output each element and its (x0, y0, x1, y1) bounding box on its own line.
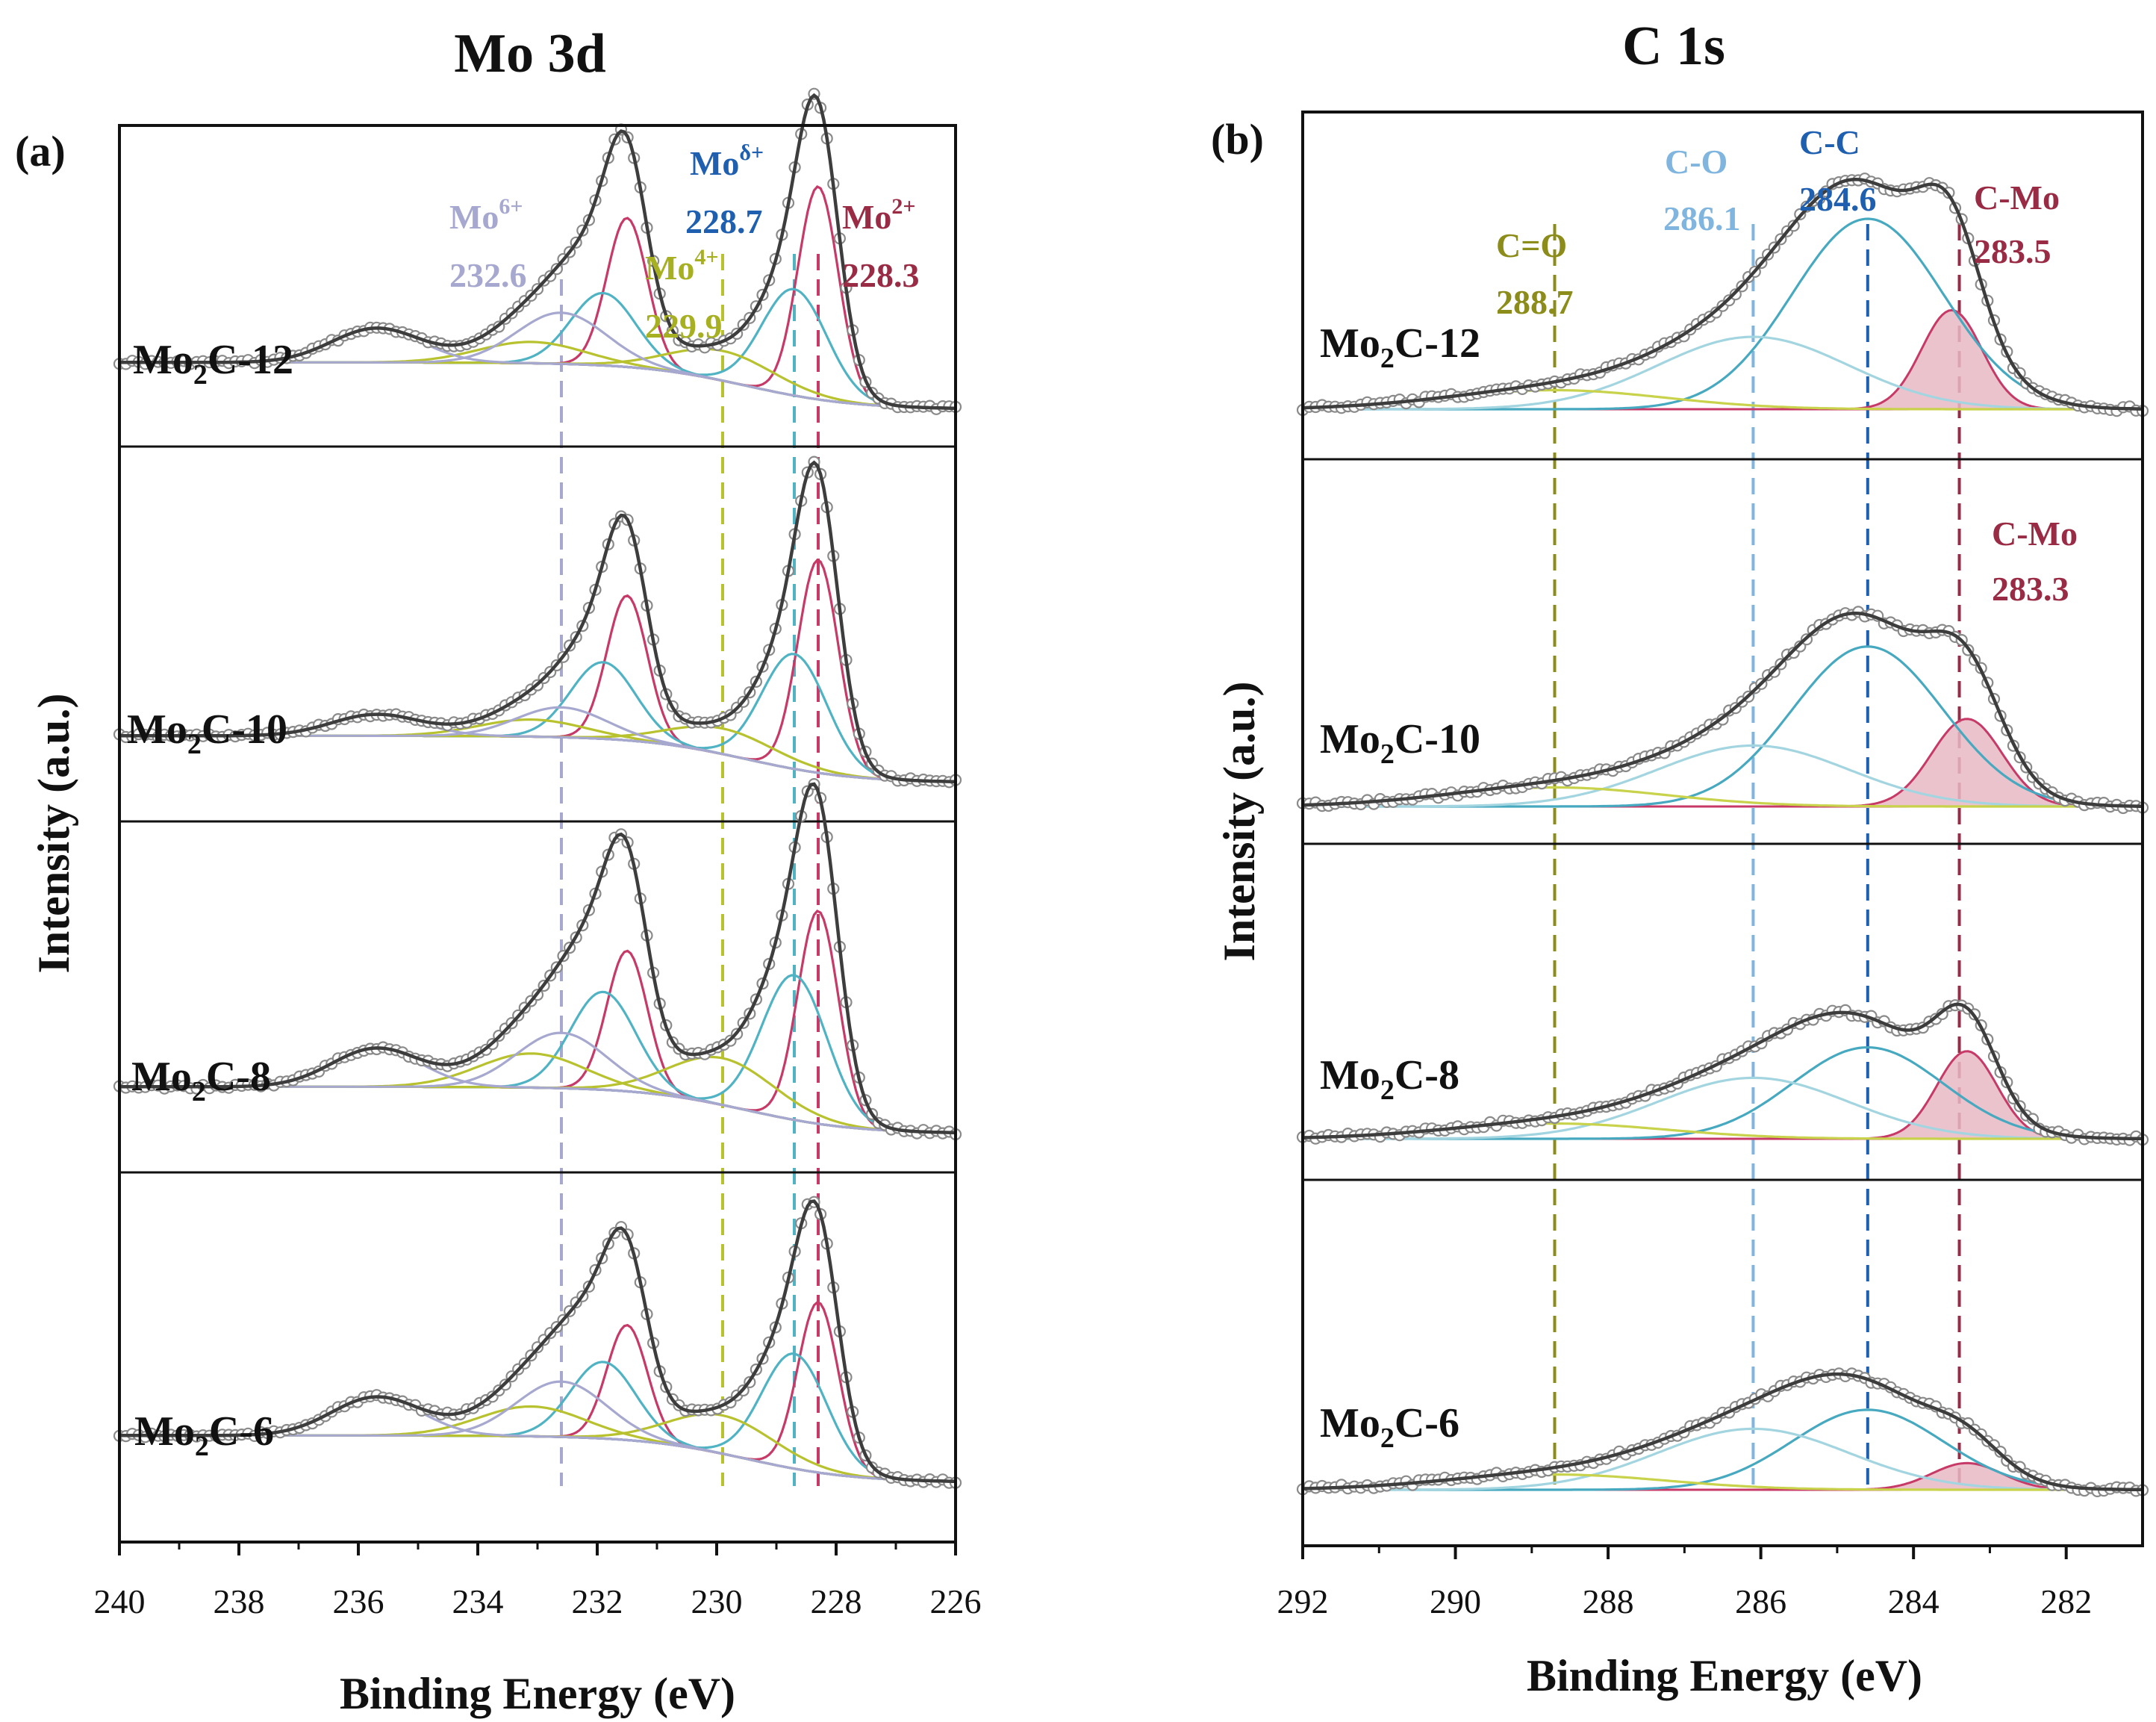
annotation-mo6-value: 232.6 (449, 256, 527, 294)
annotation-c-eq-o-value: 288.7 (1496, 283, 1574, 321)
x-tick-label: 284 (1888, 1582, 1940, 1620)
panel-b-c1s: C 1s (b) 292 290 288 286 284 282 Binding Ener… (1211, 16, 2149, 1700)
panel-a-sample-label: Mo2C-10 (127, 706, 287, 760)
x-tick-label: 226 (930, 1582, 982, 1620)
x-tick-label: 238 (214, 1582, 265, 1620)
panel-a-plot-area (113, 87, 962, 1489)
x-tick-label: 230 (691, 1582, 743, 1620)
x-tick-label: 232 (572, 1582, 623, 1620)
annotation-mo4-value: 229.9 (645, 307, 723, 345)
panel-a-sample-label: Mo2C-12 (133, 337, 293, 391)
panel-b-x-axis-title: Binding Energy (eV) (1527, 1651, 1922, 1700)
annotation-c-mo-value-mid: 283.3 (1992, 570, 2069, 608)
x-tick-label: 286 (1735, 1582, 1786, 1620)
panel-b-frame (1301, 111, 2144, 1547)
annotation-c-eq-o-name: C=O (1496, 226, 1567, 264)
annotation-mo-delta-name: Moδ+ (690, 140, 764, 182)
envelope-fit-line (1302, 178, 2143, 411)
panel-b-y-axis-title: Intensity (a.u.) (1215, 681, 1264, 961)
x-tick-label: 282 (2040, 1582, 2092, 1620)
x-tick-label: 228 (811, 1582, 862, 1620)
component-peak (119, 949, 956, 1134)
annotation-c-o-value: 286.1 (1663, 199, 1741, 237)
envelope-fit-line (119, 93, 956, 410)
annotation-c-mo-value-top: 283.5 (1974, 232, 2051, 270)
panel-b-sample-label: Mo2C-12 (1320, 320, 1480, 374)
component-peak (1303, 335, 2143, 411)
annotation-c-o-name: C-O (1665, 143, 1727, 181)
x-tick-label: 236 (333, 1582, 384, 1620)
annotation-c-mo-name-top: C-Mo (1974, 178, 2060, 217)
envelope-fit-line (1302, 1002, 2143, 1141)
panel-b-label: (b) (1211, 115, 1264, 164)
envelope-fit-line (119, 1199, 956, 1483)
panel-a-title: Mo 3d (454, 23, 606, 84)
envelope-fit-line (119, 782, 956, 1134)
x-tick-label: 290 (1430, 1582, 1481, 1620)
panel-a-mo3d: Mo 3d (a) 240 238 236 234 232 230 228 226 Bindi… (15, 23, 982, 1718)
annotation-mo2-value: 228.3 (842, 256, 920, 294)
panel-a-y-axis-title: Intensity (a.u.) (29, 693, 78, 973)
panel-b-sample-label: Mo2C-6 (1320, 1400, 1459, 1454)
panel-b-x-axis: 292 290 288 286 284 282 (1277, 1546, 2092, 1620)
panel-a-x-axis: 240 238 236 234 232 230 228 226 (94, 1542, 982, 1620)
annotation-c-c-name: C-C (1799, 123, 1860, 161)
envelope-fit-line (1302, 1372, 2143, 1492)
panel-a-sample-label: Mo2C-8 (131, 1054, 271, 1107)
component-peak (1303, 744, 2143, 808)
panel-b-sample-label: Mo2C-10 (1320, 716, 1480, 770)
component-peak (1303, 1427, 2143, 1491)
x-tick-label: 288 (1583, 1582, 1634, 1620)
annotation-mo6-name: Mo6+ (449, 194, 523, 236)
annotation-c-c-value: 284.6 (1799, 180, 1877, 218)
panel-b-title: C 1s (1622, 16, 1725, 77)
annotation-c-mo-name-mid: C-Mo (1992, 515, 2078, 553)
panel-b-sample-label: Mo2C-8 (1320, 1052, 1459, 1106)
panel-a-label: (a) (15, 127, 66, 175)
x-tick-label: 292 (1277, 1582, 1329, 1620)
x-tick-label: 234 (452, 1582, 504, 1620)
panel-a-x-axis-title: Binding Energy (eV) (340, 1669, 735, 1718)
panel-a-sample-label: Mo2C-6 (134, 1408, 274, 1462)
annotation-mo4-name: Mo4+ (645, 245, 719, 287)
panel-b-plot-area (1296, 172, 2149, 1498)
envelope-fit-line (119, 460, 956, 783)
component-peak (1303, 1076, 2143, 1140)
envelope-fit-line (1302, 611, 2143, 808)
x-tick-label: 240 (94, 1582, 146, 1620)
annotation-mo-delta-value: 228.7 (685, 202, 763, 240)
annotation-mo2-name: Mo2+ (842, 194, 916, 236)
